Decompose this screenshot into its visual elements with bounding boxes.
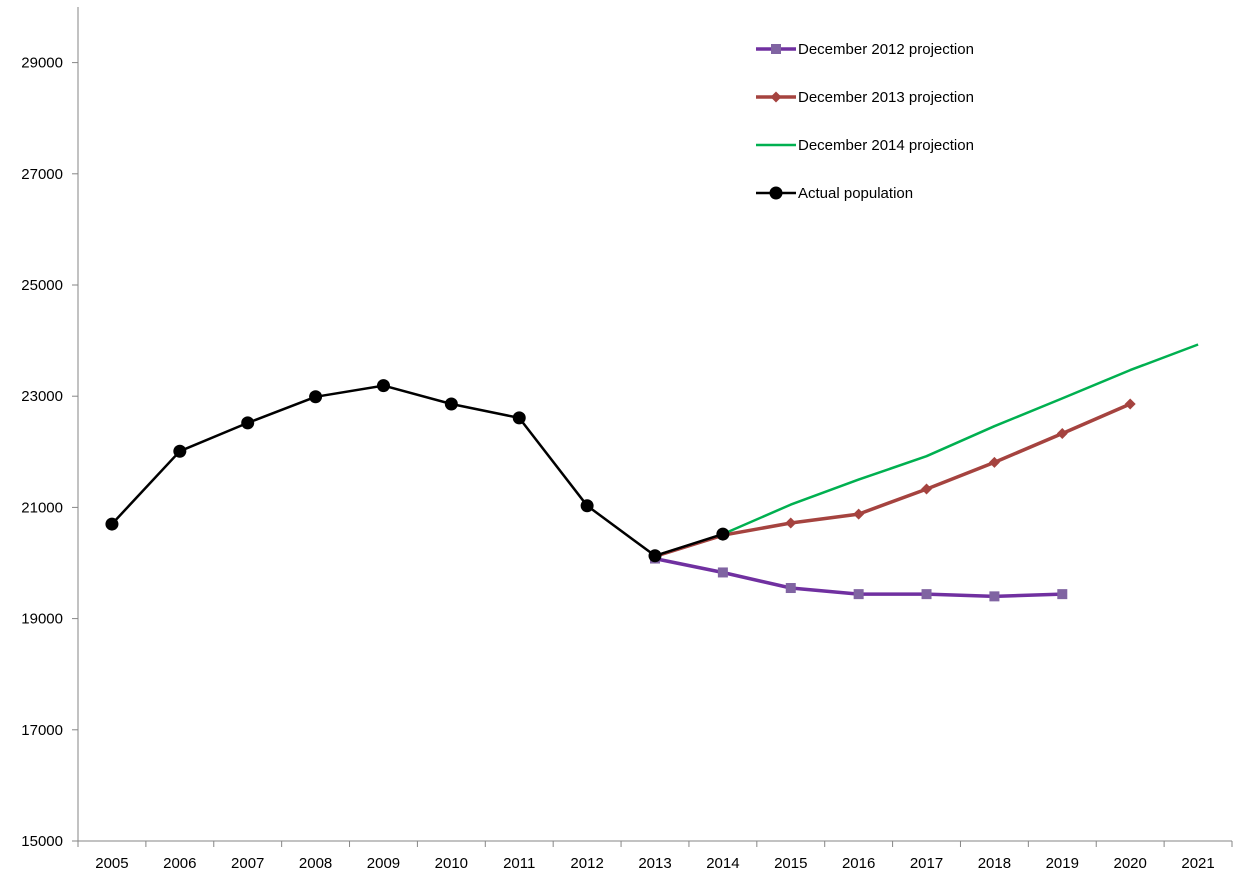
x-tick-label: 2009 — [367, 855, 400, 872]
y-tick-label: 23000 — [21, 388, 63, 405]
chart-series — [105, 343, 1199, 602]
series-line-december-2013-projection — [654, 402, 1131, 558]
data-point-actual-population — [444, 397, 458, 411]
data-point-december-2013-projection — [1056, 427, 1068, 439]
x-tick-label: 2005 — [95, 855, 128, 872]
y-tick-label: 27000 — [21, 166, 63, 183]
data-point-actual-population — [512, 411, 526, 425]
y-tick-label: 15000 — [21, 833, 63, 850]
data-point-actual-population — [580, 499, 594, 513]
chart-axes — [77, 7, 1232, 842]
x-tick-label: 2007 — [231, 855, 264, 872]
data-point-december-2012-projection — [1057, 589, 1068, 600]
x-tick-label: 2017 — [910, 855, 943, 872]
x-axis-ticks: 2005 2006 2007 2008 2009 2010 2011 2012 2013 2014… — [77, 841, 1233, 872]
series-actual-population — [105, 379, 730, 563]
data-point-december-2012-projection — [717, 567, 728, 578]
y-tick-label: 25000 — [21, 277, 63, 294]
x-tick-label: 2012 — [570, 855, 603, 872]
data-point-december-2012-projection — [921, 589, 932, 600]
series-december-2014-projection — [722, 343, 1199, 536]
legend-marker — [769, 186, 783, 200]
x-tick-label: 2008 — [299, 855, 332, 872]
data-point-december-2013-projection — [853, 508, 865, 520]
data-point-actual-population — [241, 416, 255, 430]
x-tick-label: 2018 — [978, 855, 1011, 872]
data-point-december-2013-projection — [921, 483, 933, 495]
series-line-december-2014-projection — [722, 343, 1199, 536]
legend-item-december-2014-projection: December 2014 projection — [756, 137, 974, 154]
x-tick-label: 2011 — [503, 855, 535, 872]
series-december-2012-projection — [650, 553, 1068, 602]
x-tick-label: 2020 — [1113, 855, 1146, 872]
x-tick-label: 2006 — [163, 855, 196, 872]
legend-item-december-2012-projection: December 2012 projection — [756, 41, 974, 58]
data-point-december-2013-projection — [785, 517, 797, 529]
y-tick-label: 21000 — [21, 499, 63, 516]
series-line-actual-population — [110, 384, 724, 558]
x-tick-label: 2014 — [706, 855, 739, 872]
data-point-actual-population — [648, 549, 662, 563]
legend-label: December 2012 projection — [798, 41, 974, 58]
data-point-december-2012-projection — [785, 583, 796, 594]
legend-marker — [770, 91, 782, 103]
data-point-december-2012-projection — [989, 591, 1000, 602]
data-point-actual-population — [376, 379, 390, 393]
x-tick-label: 2016 — [842, 855, 875, 872]
y-tick-label: 29000 — [21, 55, 63, 72]
y-tick-label: 17000 — [21, 722, 63, 739]
data-point-actual-population — [105, 517, 119, 531]
y-tick-label: 19000 — [21, 611, 63, 628]
y-axis-ticks: 15000 17000 19000 21000 23000 25000 27000 29000 — [21, 55, 78, 850]
x-tick-label: 2019 — [1046, 855, 1079, 872]
legend-label: December 2013 projection — [798, 89, 974, 106]
legend-label: Actual population — [798, 185, 913, 202]
x-tick-label: 2015 — [774, 855, 807, 872]
legend-item-december-2013-projection: December 2013 projection — [756, 89, 974, 106]
data-point-actual-population — [173, 444, 187, 458]
x-tick-label: 2010 — [435, 855, 468, 872]
legend-marker — [771, 44, 781, 54]
x-tick-label: 2013 — [638, 855, 671, 872]
data-point-december-2013-projection — [988, 456, 1000, 468]
legend-label: December 2014 projection — [798, 137, 974, 154]
data-point-actual-population — [716, 527, 730, 541]
chart-legend: December 2012 projection December 2013 pr… — [756, 41, 974, 202]
data-point-december-2013-projection — [1124, 398, 1136, 410]
legend-item-actual-population: Actual population — [756, 185, 913, 202]
x-tick-label: 2021 — [1181, 855, 1214, 872]
data-point-actual-population — [309, 390, 323, 404]
data-point-december-2012-projection — [853, 589, 864, 600]
